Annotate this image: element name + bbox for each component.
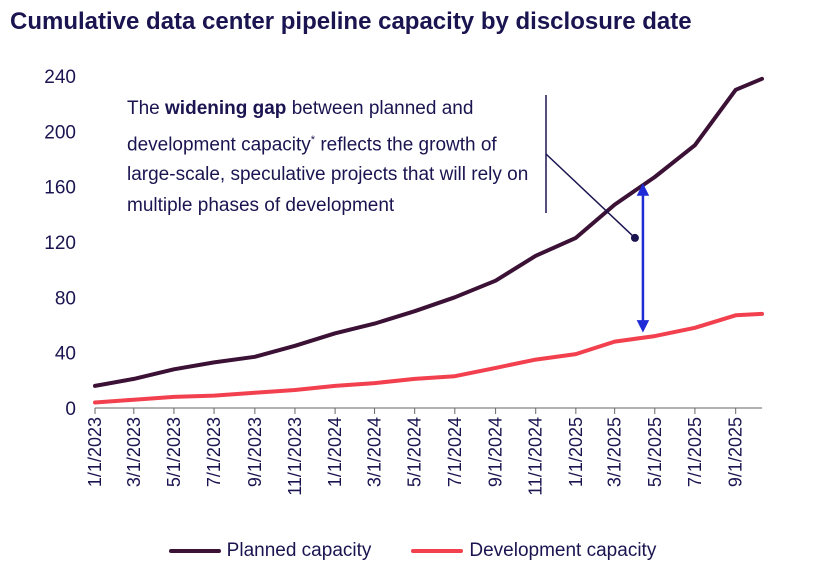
legend-label-development: Development capacity xyxy=(469,540,657,561)
legend-label-planned: Planned capacity xyxy=(226,540,372,561)
x-tick-label: 9/1/2025 xyxy=(726,417,746,487)
y-tick-label: 0 xyxy=(65,399,76,420)
annotation-bold: widening gap xyxy=(165,98,287,119)
x-tick-label: 3/1/2023 xyxy=(124,417,144,487)
y-tick-label: 160 xyxy=(44,178,76,199)
x-tick-label: 7/1/2025 xyxy=(685,417,705,487)
x-tick-label: 3/1/2024 xyxy=(365,417,385,487)
y-tick-label: 240 xyxy=(44,67,76,88)
x-tick-label: 9/1/2024 xyxy=(486,417,506,487)
legend: Planned capacity Development capacity xyxy=(0,540,825,562)
legend-item-planned: Planned capacity xyxy=(168,540,372,562)
annotation-text-mid: between planned and development capacity xyxy=(127,98,474,155)
legend-swatch-planned xyxy=(168,549,221,553)
legend-item-development: Development capacity xyxy=(411,540,656,562)
chart-title: Cumulative data center pipeline capacity… xyxy=(10,8,692,35)
annotation-text-before: The xyxy=(127,98,166,119)
x-tick-label: 5/1/2023 xyxy=(164,417,184,487)
planned-capacity-line xyxy=(93,76,764,388)
x-tick-label: 5/1/2025 xyxy=(645,417,665,487)
x-tick-label: 9/1/2023 xyxy=(245,417,265,487)
annotation-text-after: reflects the growth of large-scale, spec… xyxy=(127,133,529,216)
annotation-text: The widening gap between planned and dev… xyxy=(127,94,547,221)
x-tick-label: 11/1/2023 xyxy=(285,417,305,496)
y-tick-label: 40 xyxy=(55,344,76,365)
annotation-leader-line xyxy=(545,153,636,239)
x-tick-label: 1/1/2024 xyxy=(325,417,345,487)
x-tick-label: 1/1/2025 xyxy=(566,417,586,487)
y-tick-label: 80 xyxy=(55,288,76,309)
x-tick-label: 7/1/2024 xyxy=(445,417,465,487)
annotation-footnote-mark: * xyxy=(310,133,316,146)
x-tick-label: 11/1/2024 xyxy=(526,417,546,496)
y-tick-label: 120 xyxy=(44,233,76,254)
x-tick-label: 1/1/2023 xyxy=(85,417,105,487)
annotation-leader-dot xyxy=(630,233,639,242)
x-tick-label: 3/1/2025 xyxy=(605,417,625,487)
x-tick-label: 7/1/2023 xyxy=(204,417,224,487)
y-tick-label: 200 xyxy=(44,122,76,143)
development-capacity-line xyxy=(93,311,764,405)
legend-swatch-development xyxy=(411,549,464,553)
x-tick-label: 5/1/2024 xyxy=(405,417,425,487)
